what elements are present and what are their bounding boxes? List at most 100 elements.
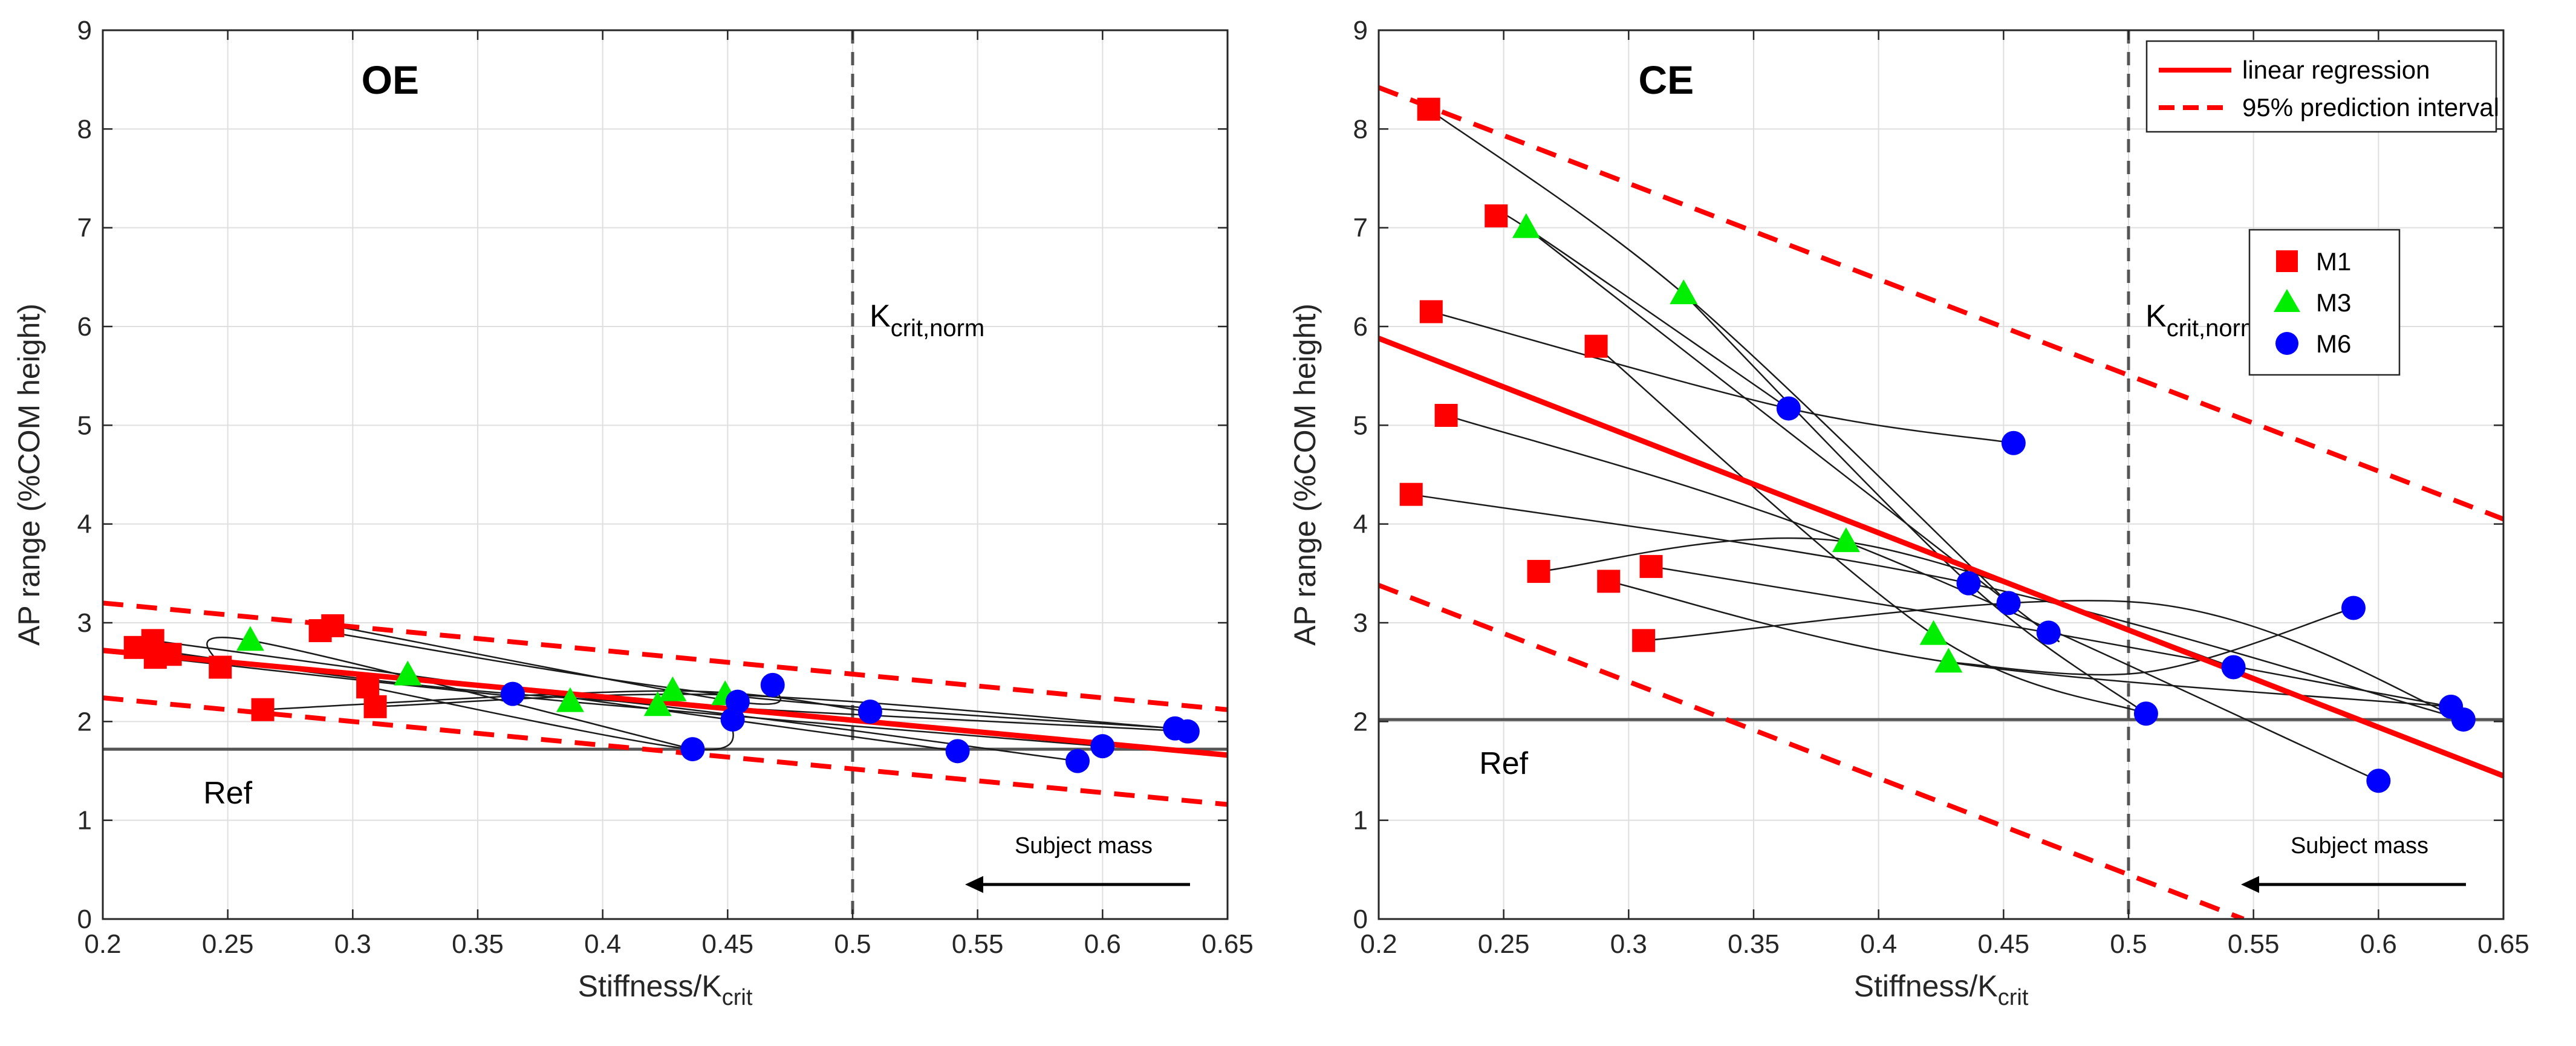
y-tick-label: 4 xyxy=(77,510,92,539)
marker-m6 xyxy=(1996,591,2021,616)
marker-m6 xyxy=(1776,396,1801,421)
plot-area xyxy=(103,30,1228,919)
marker-m1 xyxy=(356,675,380,699)
panel-title: OE xyxy=(362,57,419,102)
subject-curve xyxy=(1428,108,2009,604)
y-tick-label: 7 xyxy=(77,213,92,243)
y-tick-label: 2 xyxy=(1353,707,1368,736)
x-tick-label: 0.35 xyxy=(452,929,504,959)
marker-m1 xyxy=(251,698,275,721)
marker-m3 xyxy=(1919,620,1948,645)
legend-line-label: linear regression xyxy=(2242,56,2430,84)
marker-m1 xyxy=(1485,204,1508,228)
ticks: 0.2 0.25 0.3 0.35 0.4 0.45 0.5 0.55 0.6 0.65 0 1 2 3 4… xyxy=(1353,16,2529,959)
subject-mass-label: Subject mass xyxy=(1015,833,1153,859)
subject-mass-arrow-head xyxy=(2241,875,2259,893)
x-axis-label: Stiffness/Kcrit xyxy=(1854,969,2029,1010)
y-tick-label: 4 xyxy=(1353,510,1368,539)
series-m1 xyxy=(123,614,387,721)
marker-m6 xyxy=(1956,571,1981,596)
subject-curve xyxy=(206,637,693,750)
marker-m6 xyxy=(2221,655,2246,680)
marker-m6 xyxy=(680,737,705,762)
marker-m3 xyxy=(394,660,422,686)
marker-m6 xyxy=(1175,719,1200,744)
markers xyxy=(123,614,1200,773)
legend-marker xyxy=(2276,250,2298,272)
subject-curve xyxy=(1595,345,2147,715)
x-tick-label: 0.4 xyxy=(1860,929,1897,959)
plot-content xyxy=(103,30,1228,919)
series-m6 xyxy=(1776,396,2476,793)
legend-series-label: M1 xyxy=(2316,247,2351,276)
series-m3 xyxy=(1512,213,1963,673)
x-tick-label: 0.45 xyxy=(1978,929,2030,959)
y-tick-label: 8 xyxy=(1353,114,1368,144)
legend-marker xyxy=(2274,289,2300,312)
marker-m6 xyxy=(945,739,970,764)
y-tick-label: 2 xyxy=(77,707,92,736)
marker-m1 xyxy=(209,655,232,679)
legend-series-label: M3 xyxy=(2316,288,2351,317)
marker-legend-box xyxy=(2248,229,2401,376)
marker-m1 xyxy=(158,643,182,666)
subject-curve xyxy=(1948,607,2354,676)
subject-curve xyxy=(1608,580,2451,708)
marker-m6 xyxy=(2366,768,2391,793)
subject-curve xyxy=(1644,600,2464,721)
prediction-lower-line xyxy=(1379,583,2245,919)
x-tick-label: 0.65 xyxy=(2477,929,2529,959)
prediction-upper-line xyxy=(103,600,1228,712)
regression-line xyxy=(1379,336,2503,779)
y-tick-label: 6 xyxy=(77,312,92,342)
x-tick-label: 0.55 xyxy=(2228,929,2280,959)
prediction-lower-line xyxy=(103,695,1228,807)
plot-content xyxy=(1379,30,2503,919)
marker-m1 xyxy=(1399,482,1423,506)
marker-m6 xyxy=(1065,749,1090,773)
kcrit-label: Kcrit,norm xyxy=(870,299,984,342)
x-tick-label: 0.4 xyxy=(584,929,621,959)
ticks: 0.2 0.25 0.3 0.35 0.4 0.45 0.5 0.55 0.6 0.65 0 1 2 3 4… xyxy=(77,16,1254,959)
marker-m6 xyxy=(725,689,750,714)
y-axis-label: AP range (%COM height) xyxy=(12,304,46,646)
marker-m1 xyxy=(363,695,387,718)
x-tick-label: 0.35 xyxy=(1728,929,1780,959)
marker-m1 xyxy=(1584,334,1608,358)
y-tick-label: 7 xyxy=(1353,213,1368,243)
marker-m1 xyxy=(321,614,345,637)
ce-panel: 0.2 0.25 0.3 0.35 0.4 0.45 0.5 0.55 0.6 0.65 0 1 2 3 4… xyxy=(1288,16,2529,1010)
axes-box xyxy=(1377,29,2505,920)
regression-line xyxy=(103,648,1228,758)
subject-curve xyxy=(1526,227,2060,643)
legend-line-label: 95% prediction interval xyxy=(2242,93,2499,122)
marker-m3 xyxy=(236,626,264,651)
marker-m1 xyxy=(1597,570,1621,593)
marker-m6 xyxy=(500,681,525,706)
marker-legend: M1 M3 M6 xyxy=(2248,229,2401,376)
axes-box xyxy=(102,29,1229,920)
x-tick-label: 0.25 xyxy=(1478,929,1530,959)
marker-m1 xyxy=(1639,554,1663,578)
ref-label: Ref xyxy=(1479,746,1528,781)
x-tick-label: 0.2 xyxy=(1360,929,1397,959)
y-tick-label: 5 xyxy=(77,411,92,440)
ref-label: Ref xyxy=(203,776,252,811)
marker-m6 xyxy=(1090,734,1115,759)
marker-m6 xyxy=(2133,701,2158,726)
y-tick-label: 1 xyxy=(77,806,92,836)
subject-mass-arrow-head xyxy=(965,875,983,893)
y-tick-label: 3 xyxy=(77,608,92,638)
oe-panel: 0.2 0.25 0.3 0.35 0.4 0.45 0.5 0.55 0.6 0.65 0 1 2 3 4… xyxy=(12,16,1254,1010)
marker-m3 xyxy=(643,691,672,716)
marker-m3 xyxy=(556,687,584,712)
subject-mass-label: Subject mass xyxy=(2291,833,2428,859)
legend-series-label: M6 xyxy=(2316,330,2351,358)
y-tick-label: 6 xyxy=(1353,312,1368,342)
y-tick-label: 5 xyxy=(1353,411,1368,440)
marker-m3 xyxy=(1670,279,1698,305)
marker-m3 xyxy=(1512,213,1540,238)
plot-area xyxy=(1379,30,2503,919)
x-tick-label: 0.6 xyxy=(1084,929,1121,959)
